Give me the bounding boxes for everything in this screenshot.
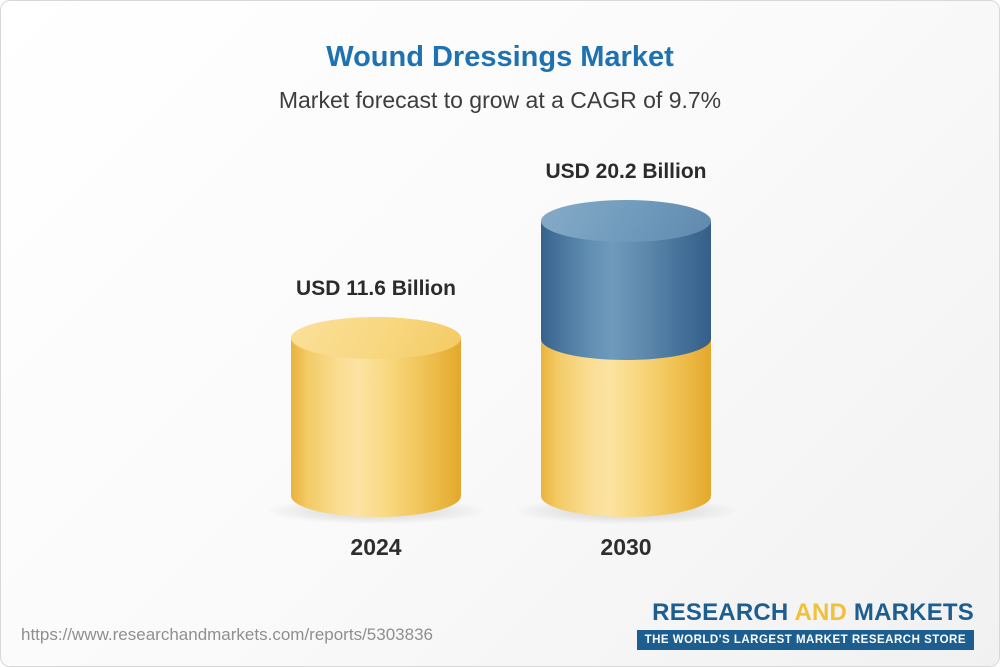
chart-title: Wound Dressings Market (326, 41, 674, 73)
logo-word-and: AND (794, 599, 848, 626)
value-label-2030: USD 20.2 Billion (545, 160, 707, 184)
logo-wordmark: RESEARCH AND MARKETS (652, 600, 974, 625)
research-and-markets-logo: RESEARCH AND MARKETS THE WORLD'S LARGEST… (636, 600, 974, 651)
bar-2030-base-segment (541, 338, 711, 517)
bar-2024-cylinder-body (291, 338, 461, 517)
category-label-2030: 2030 (600, 534, 652, 560)
value-label-2024: USD 11.6 Billion (296, 277, 456, 301)
bar-2030-cylinder-top (541, 200, 711, 243)
bar-2024-cylinder-top (291, 317, 461, 360)
logo-word-markets: MARKETS (853, 599, 974, 626)
category-label-2024: 2024 (350, 534, 402, 560)
logo-tagline: THE WORLD'S LARGEST MARKET RESEARCH STOR… (636, 630, 974, 651)
bar-2030-growth-segment (541, 221, 711, 361)
logo-word-research: RESEARCH (652, 599, 789, 626)
source-url-link[interactable]: https://www.researchandmarkets.com/repor… (21, 625, 433, 644)
chart-subtitle: Market forecast to grow at a CAGR of 9.7… (278, 87, 722, 113)
